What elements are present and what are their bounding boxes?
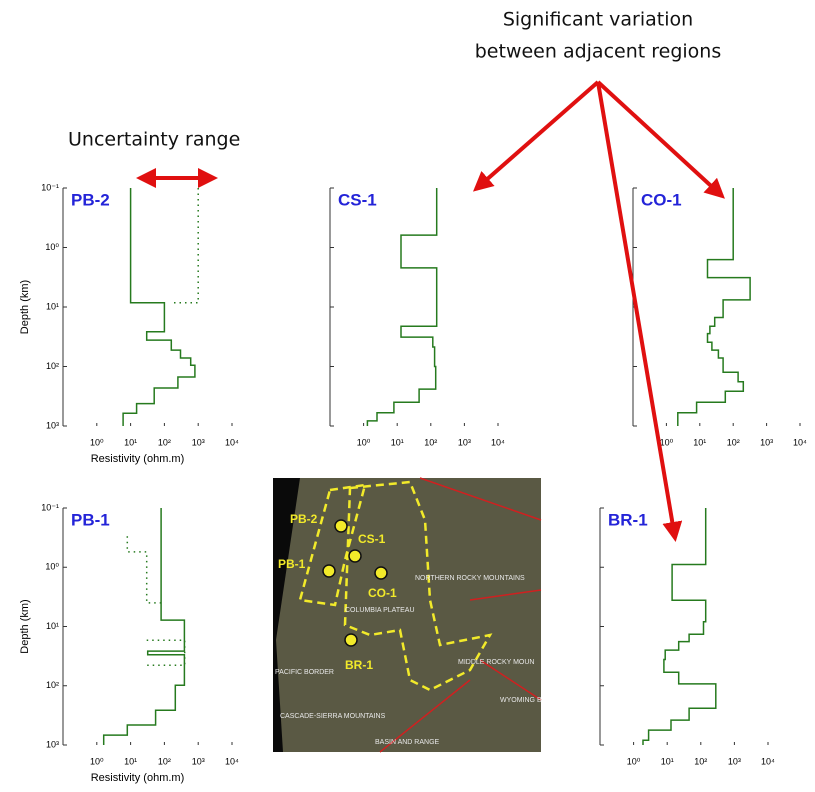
map-label: PB-1 bbox=[278, 557, 306, 571]
arrow bbox=[476, 82, 598, 189]
profile-line bbox=[104, 508, 185, 745]
profile-line bbox=[147, 640, 185, 665]
x-axis-label: Resistivity (ohm.m) bbox=[91, 772, 185, 784]
panel-title: PB-1 bbox=[71, 510, 110, 529]
x-tick-label: 10³ bbox=[728, 756, 741, 766]
y-axis-label: Depth (km) bbox=[19, 599, 31, 653]
y-tick-label: 10⁰ bbox=[45, 562, 59, 572]
annotation: Significant variation bbox=[503, 9, 693, 31]
x-tick-label: 10⁴ bbox=[761, 756, 775, 766]
arrow bbox=[598, 82, 675, 538]
map-label: PB-2 bbox=[290, 512, 318, 526]
map-label: CO-1 bbox=[368, 586, 397, 600]
panel-title: BR-1 bbox=[608, 510, 648, 529]
map-label: WYOMING B bbox=[500, 697, 542, 704]
arrow bbox=[598, 82, 722, 196]
profile-line bbox=[367, 188, 436, 426]
profile-line bbox=[678, 188, 750, 426]
annotation: Uncertainty range bbox=[68, 129, 240, 151]
y-tick-label: 10¹ bbox=[46, 301, 59, 311]
y-tick-label: 10⁰ bbox=[45, 242, 59, 252]
panel-title: CO-1 bbox=[641, 190, 682, 209]
panel-title: PB-2 bbox=[71, 190, 110, 209]
y-tick-label: 10⁻¹ bbox=[41, 182, 59, 192]
x-tick-label: 10² bbox=[424, 437, 437, 447]
x-tick-label: 10³ bbox=[458, 437, 471, 447]
x-tick-label: 10¹ bbox=[693, 437, 706, 447]
x-tick-label: 10² bbox=[727, 437, 740, 447]
x-tick-label: 10⁰ bbox=[660, 437, 674, 447]
x-tick-label: 10¹ bbox=[124, 437, 137, 447]
map-label: BR-1 bbox=[345, 658, 373, 672]
panel-title: CS-1 bbox=[338, 190, 377, 209]
x-tick-label: 10¹ bbox=[391, 437, 404, 447]
x-tick-label: 10¹ bbox=[124, 756, 137, 766]
x-tick-label: 10⁰ bbox=[357, 437, 371, 447]
x-tick-label: 10² bbox=[158, 756, 171, 766]
profile-line bbox=[171, 188, 198, 303]
y-tick-label: 10¹ bbox=[46, 621, 59, 631]
map-label: COLUMBIA PLATEAU bbox=[345, 607, 415, 614]
arrows bbox=[476, 82, 722, 538]
map-label: PACIFIC BORDER bbox=[275, 669, 334, 676]
x-axis-label: Resistivity (ohm.m) bbox=[91, 453, 185, 465]
y-tick-label: 10³ bbox=[46, 739, 59, 749]
profile-line bbox=[127, 536, 161, 603]
figure: Uncertainty range Significant variation … bbox=[0, 0, 815, 792]
profile-line bbox=[123, 188, 195, 426]
y-tick-label: 10³ bbox=[46, 420, 59, 430]
y-axis-label: Depth (km) bbox=[19, 280, 31, 334]
y-tick-label: 10⁻¹ bbox=[41, 502, 59, 512]
x-tick-label: 10³ bbox=[192, 437, 205, 447]
profile-line bbox=[643, 508, 716, 745]
x-tick-label: 10² bbox=[158, 437, 171, 447]
x-tick-label: 10¹ bbox=[661, 756, 674, 766]
map-label: CASCADE-SIERRA MOUNTAINS bbox=[280, 713, 386, 720]
map-label: CS-1 bbox=[358, 532, 386, 546]
map: PB-2 CS-1 PB-1 CO-1 BR-1 NORTHERN ROCKY … bbox=[273, 478, 542, 752]
map-label: MIDDLE ROCKY MOUN bbox=[458, 659, 535, 666]
x-tick-label: 10⁰ bbox=[90, 756, 104, 766]
x-tick-label: 10³ bbox=[760, 437, 773, 447]
map-label: NORTHERN ROCKY MOUNTAINS bbox=[415, 575, 525, 582]
x-tick-label: 10⁴ bbox=[225, 437, 239, 447]
y-tick-label: 10² bbox=[46, 361, 59, 371]
x-tick-label: 10² bbox=[694, 756, 707, 766]
map-label: BASIN AND RANGE bbox=[375, 739, 440, 746]
annotation: between adjacent regions bbox=[475, 41, 721, 63]
x-tick-label: 10⁴ bbox=[491, 437, 505, 447]
x-tick-label: 10⁴ bbox=[793, 437, 807, 447]
y-tick-label: 10² bbox=[46, 680, 59, 690]
x-tick-label: 10⁰ bbox=[90, 437, 104, 447]
x-tick-label: 10³ bbox=[192, 756, 205, 766]
x-tick-label: 10⁰ bbox=[627, 756, 641, 766]
x-tick-label: 10⁴ bbox=[225, 756, 239, 766]
